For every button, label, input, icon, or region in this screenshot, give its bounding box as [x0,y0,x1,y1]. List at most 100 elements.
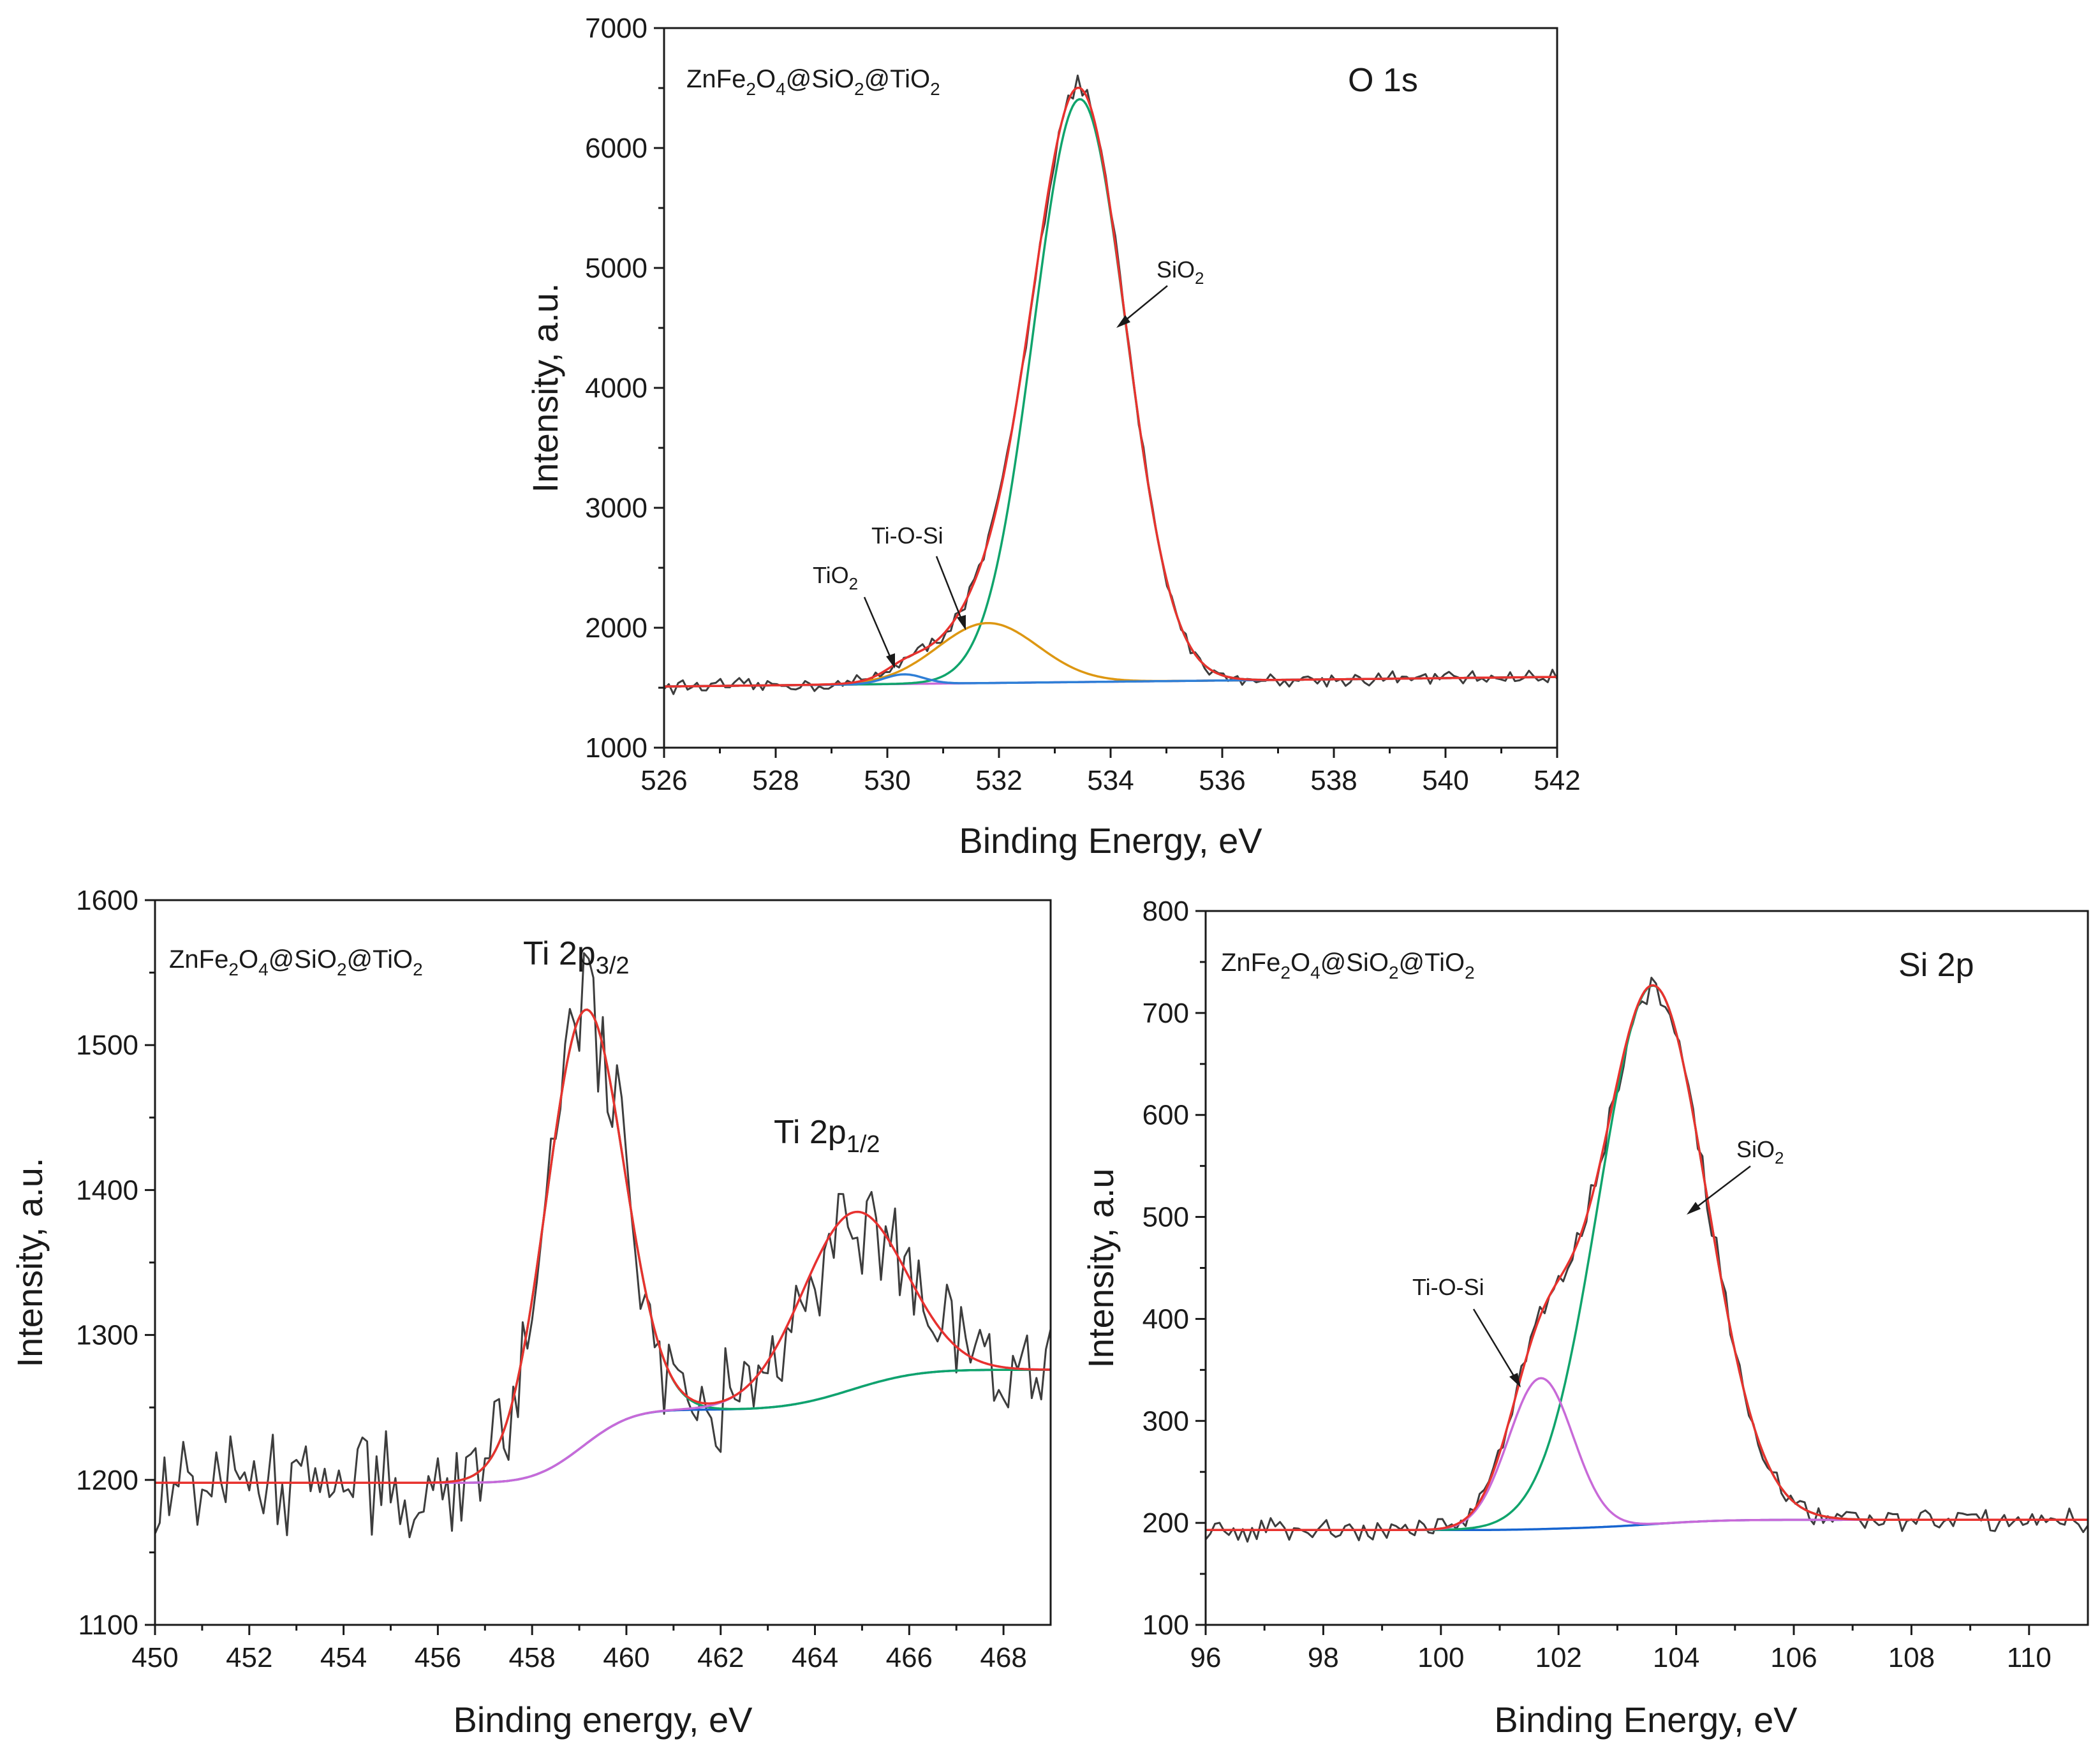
annotation-label: TiO2 [813,562,858,593]
annotation-label: Ti-O-Si [1412,1274,1484,1300]
annotation-arrow [1120,285,1168,325]
x-tick-label: 534 [1087,765,1134,796]
annotation-arrow [863,596,894,663]
raw-data-line [154,952,1052,1539]
sample-label: ZnFe2O4@SiO2@TiO2 [1221,949,1475,982]
x-tick-label: 466 [886,1642,933,1673]
annotation-tio2: TiO2 [813,562,895,669]
x-tick-label: 456 [415,1642,461,1673]
x-tick-label: 110 [2007,1642,2052,1673]
y-tick-label: 6000 [585,133,647,164]
ti2p12-label: Ti 2p1/2 [774,1114,880,1158]
x-tick-label: 96 [1190,1642,1222,1673]
x-axis-title: Binding Energy, eV [1494,1699,1798,1740]
x-tick-label: 540 [1422,765,1468,796]
y-tick-label: 3000 [585,492,647,524]
axis-ticks: 526 528 530 532 534 536 538 540 542 1000 2000 3000 4… [585,13,1581,796]
annotation-ti-o-si: Ti-O-Si [871,522,966,630]
y-tick-label: 5000 [585,253,647,284]
y-axis-title: Intensity, a.u. [10,1158,50,1368]
component-curve [1206,984,2088,1532]
x-tick-label: 468 [980,1642,1026,1673]
raw-data-line [663,74,1558,695]
x-tick-label: 528 [752,765,799,796]
plot-frame [154,899,1052,1626]
component-curve [155,1210,1051,1485]
fit-curves [1206,984,2088,1532]
x-tick-label: 530 [864,765,910,796]
raw-data-line [1204,977,2089,1543]
plot-frame [663,27,1558,749]
y-axis-title: Intensity, a.u [1081,1168,1121,1368]
axis-ticks: 96 98 100 102 104 106 108 110 100 200 300 400 500 600… [1142,896,2052,1673]
y-tick-label: 1600 [76,885,138,916]
y-tick-label: 100 [1142,1610,1189,1641]
y-tick-label: 2000 [585,612,647,644]
y-tick-label: 7000 [585,13,647,44]
y-tick-label: 1200 [76,1465,138,1496]
fit-curves [664,86,1557,688]
envelope-curve [1206,984,2088,1532]
envelope-curve [664,86,1557,688]
annotation-sio2: SiO2 [1687,1136,1784,1215]
x-tick-label: 454 [320,1642,367,1673]
y-tick-label: 700 [1142,998,1189,1029]
region-label: Si 2p [1898,947,1974,984]
y-tick-label: 600 [1142,1100,1189,1131]
raw-spectrum [663,74,1558,695]
x-tick-label: 526 [640,765,687,796]
fit-curves [155,1008,1051,1485]
x-tick-label: 462 [697,1642,744,1673]
annotation-arrow [1472,1308,1518,1382]
x-tick-label: 100 [1417,1642,1464,1673]
y-tick-label: 4000 [585,373,647,404]
o1s-panel: 526 528 530 532 534 536 538 540 542 1000 2000 3000 4… [525,13,1581,861]
annotation-label: Ti-O-Si [871,522,943,549]
arrow-head [886,653,895,669]
x-tick-label: 536 [1199,765,1245,796]
x-axis-title: Binding Energy, eV [959,820,1262,861]
x-tick-label: 450 [131,1642,178,1673]
arrow-head [957,615,966,630]
y-tick-label: 300 [1142,1405,1189,1437]
si2p-panel: 96 98 100 102 104 106 108 110 100 200 300 400 500 600… [1081,896,2089,1740]
x-tick-label: 108 [1888,1642,1935,1673]
x-tick-label: 538 [1310,765,1357,796]
annotation-sio2: SiO2 [1116,256,1204,328]
x-tick-label: 104 [1653,1642,1699,1673]
annotation-label: SiO2 [1157,256,1204,288]
raw-spectrum [154,952,1052,1539]
y-tick-label: 1100 [78,1610,138,1641]
annotation-arrow [935,556,965,625]
y-tick-label: 1400 [76,1174,138,1206]
annotation-arrow [1691,1166,1751,1211]
y-tick-label: 1300 [76,1320,138,1351]
annotation-ti-o-si: Ti-O-Si [1412,1274,1521,1388]
x-tick-label: 458 [508,1642,555,1673]
component-curve [664,98,1557,688]
x-tick-label: 542 [1534,765,1580,796]
component-curve [664,621,1557,688]
arrow-head [1509,1373,1521,1388]
background-line [155,1368,1051,1485]
envelope-curve [155,1008,1051,1485]
arrow-head [1116,315,1130,328]
x-tick-label: 452 [226,1642,272,1673]
annotation-label: SiO2 [1736,1136,1784,1167]
component-curve [155,1008,1051,1485]
y-tick-label: 400 [1142,1303,1189,1335]
ti2p-panel: 450 452 454 456 458 460 462 464 466 468 1100 1200 13… [10,885,1052,1740]
x-tick-label: 102 [1535,1642,1581,1673]
region-label: O 1s [1348,62,1418,99]
x-tick-label: 460 [603,1642,649,1673]
y-tick-label: 1500 [76,1030,138,1061]
x-tick-label: 98 [1308,1642,1339,1673]
x-tick-label: 532 [975,765,1022,796]
axis-ticks: 450 452 454 456 458 460 462 464 466 468 1100 1200 13… [76,885,1027,1673]
y-tick-label: 500 [1142,1202,1189,1233]
y-axis-title: Intensity, a.u. [525,283,565,493]
x-tick-label: 106 [1770,1642,1817,1673]
arrow-head [1687,1202,1701,1215]
component-curve [1206,1377,2088,1532]
